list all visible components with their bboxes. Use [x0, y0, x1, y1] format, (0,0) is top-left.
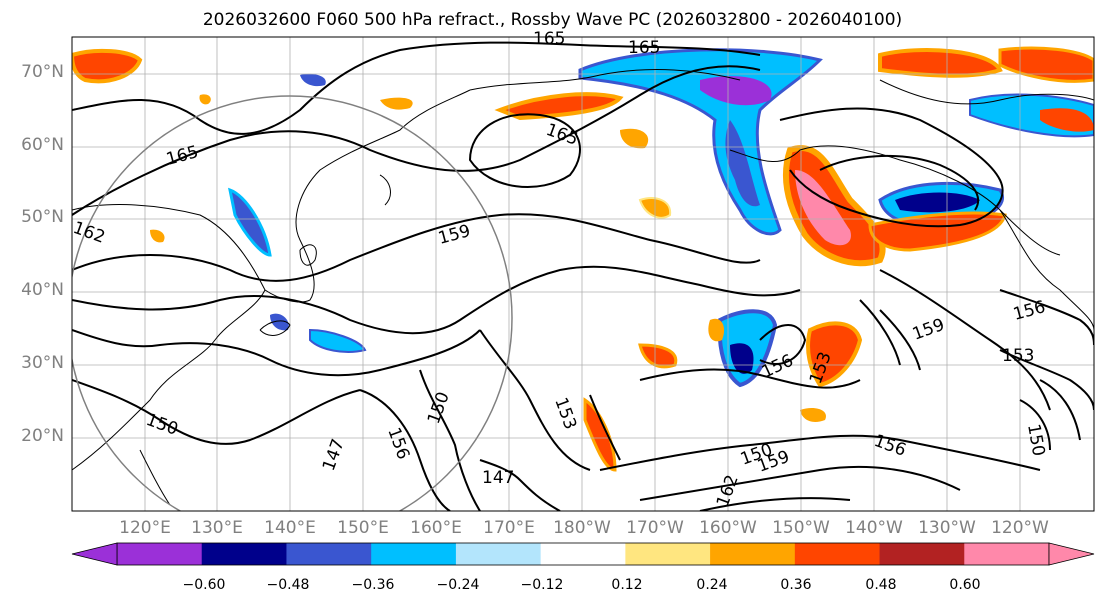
colorbar-tick: −0.36	[351, 577, 395, 593]
contour-label: 147	[319, 436, 349, 473]
colorbar-bin	[201, 543, 287, 565]
lat-label: 60°N	[21, 135, 64, 155]
colorbar-bin	[794, 543, 881, 565]
colorbar-tick: 0.60	[949, 577, 981, 593]
contour-label: 150	[143, 410, 180, 440]
colorbar-bin	[286, 543, 372, 565]
lon-label: 120°E	[119, 518, 171, 538]
height-contours	[72, 41, 1094, 511]
contour-label: 147	[482, 468, 514, 488]
colorbar-tick: 0.12	[611, 577, 643, 593]
contour-label: 150	[424, 389, 454, 426]
lat-label: 70°N	[21, 62, 64, 82]
contour-label: 159	[910, 315, 947, 345]
contour-label: 150	[1023, 422, 1048, 457]
colorbar-min-extend	[71, 542, 118, 566]
lat-label: 30°N	[21, 353, 64, 373]
map-frame	[71, 36, 1095, 512]
lat-label: 40°N	[21, 280, 64, 300]
colorbar-bin	[879, 543, 965, 565]
lat-label: 20°N	[21, 426, 64, 446]
lon-label: 140°E	[264, 518, 316, 538]
lon-label: 170°E	[483, 518, 535, 538]
shading-layer	[72, 46, 1094, 472]
reference-circle	[72, 95, 513, 511]
contour-label: 159	[436, 221, 473, 249]
contour-label: 156	[871, 431, 908, 461]
contour-label: 156	[1011, 297, 1048, 325]
lon-label: 130°W	[918, 518, 976, 538]
lon-label: 180°W	[553, 518, 611, 538]
lon-label: 140°W	[845, 518, 903, 538]
colorbar-tick: 0.36	[780, 577, 812, 593]
lon-label: 160°W	[699, 518, 757, 538]
colorbar	[71, 542, 1095, 566]
colorbar-tick: −0.60	[182, 577, 226, 593]
colorbar-bin	[540, 543, 626, 565]
contour-label: 165	[164, 142, 201, 170]
colorbar-bin	[117, 543, 203, 565]
contour-label: 165	[628, 38, 660, 58]
colorbar-max-extend	[1048, 542, 1095, 566]
colorbar-tick: 0.24	[696, 577, 728, 593]
colorbar-bin	[964, 543, 1050, 565]
colorbar-bin	[371, 543, 457, 565]
lon-label: 130°E	[191, 518, 243, 538]
colorbar-tick: −0.24	[436, 577, 480, 593]
coastlines	[72, 69, 1094, 506]
lon-label: 120°W	[991, 518, 1049, 538]
map-panel: 165 165 165 165 162 159 156 156 153 153 …	[70, 29, 1095, 512]
colorbar-bin	[625, 543, 711, 565]
colorbar-tick: −0.48	[266, 577, 310, 593]
graticule	[72, 37, 1094, 511]
map-title: 2026032600 F060 500 hPa refract., Rossby…	[202, 10, 903, 30]
contour-label: 162	[70, 218, 107, 248]
lon-label: 170°W	[626, 518, 684, 538]
colorbar-tick: −0.12	[520, 577, 564, 593]
contour-label: 165	[533, 29, 565, 49]
colorbar-bin	[710, 543, 796, 565]
lat-label: 50°N	[21, 207, 64, 227]
colorbar-tick: 0.48	[865, 577, 897, 593]
contour-label: 156	[383, 425, 413, 462]
lon-label: 150°W	[772, 518, 830, 538]
lon-label: 150°E	[337, 518, 389, 538]
contour-label: 153	[1002, 346, 1034, 366]
contour-label: 153	[550, 395, 580, 432]
lon-label: 160°E	[410, 518, 462, 538]
colorbar-bin	[455, 543, 542, 565]
